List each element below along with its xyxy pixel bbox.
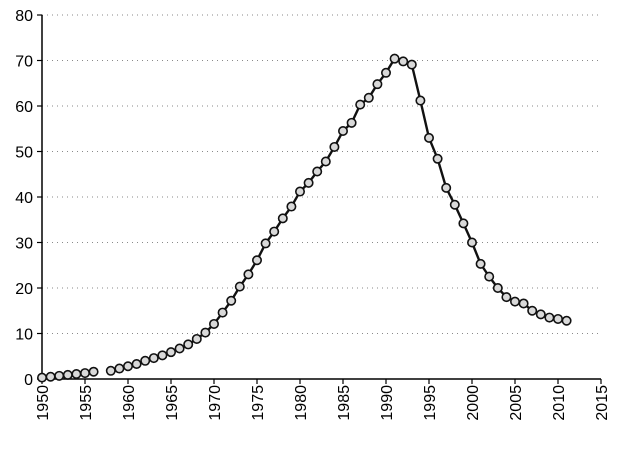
data-point-1975 — [252, 255, 263, 266]
data-point-1952 — [54, 370, 65, 381]
x-tick-label: 2010 — [551, 385, 568, 421]
data-point-2005 — [509, 296, 520, 307]
data-point-1985 — [337, 126, 348, 137]
data-point-2002 — [484, 271, 495, 282]
data-point-2009 — [544, 312, 555, 323]
y-tick-label: 0 — [24, 372, 33, 389]
data-point-1987 — [355, 99, 366, 110]
x-tick-label: 1955 — [78, 385, 95, 421]
y-tick-label: 80 — [15, 8, 33, 25]
data-point-1962 — [140, 355, 151, 366]
data-point-1950 — [36, 372, 47, 383]
data-point-2011 — [561, 315, 572, 326]
data-point-1963 — [148, 353, 159, 364]
data-point-1953 — [62, 369, 73, 380]
x-tick-label: 1970 — [207, 385, 224, 421]
y-tick-label: 50 — [15, 145, 33, 162]
data-point-1955 — [80, 368, 91, 379]
x-tick-label: 1950 — [35, 385, 52, 421]
data-point-1976 — [260, 238, 271, 249]
data-point-2004 — [501, 292, 512, 303]
data-point-1971 — [217, 307, 228, 318]
data-point-1981 — [303, 177, 314, 188]
data-point-1996 — [432, 153, 443, 164]
y-tick-label: 10 — [15, 327, 33, 344]
data-point-1964 — [157, 350, 168, 361]
y-tick-label: 60 — [15, 99, 33, 116]
data-point-1967 — [183, 339, 194, 350]
data-point-1982 — [312, 166, 323, 177]
data-point-1989 — [372, 79, 383, 90]
x-tick-label: 1965 — [164, 385, 181, 421]
x-tick-label: 2015 — [594, 385, 611, 421]
data-point-1979 — [286, 201, 297, 212]
data-point-2001 — [475, 258, 486, 269]
data-point-1959 — [114, 363, 125, 374]
data-point-1965 — [166, 347, 177, 358]
data-point-1993 — [406, 59, 417, 70]
data-point-1999 — [458, 218, 469, 229]
data-point-1991 — [389, 53, 400, 64]
data-point-1998 — [449, 199, 460, 210]
y-tick-label: 40 — [15, 190, 33, 207]
data-point-1994 — [415, 95, 426, 106]
axes — [37, 14, 602, 384]
x-tick-label: 1975 — [250, 385, 267, 421]
data-point-1972 — [226, 295, 237, 306]
data-point-2003 — [492, 282, 503, 293]
gridlines — [42, 14, 601, 334]
data-point-1977 — [269, 226, 280, 237]
data-point-1983 — [320, 156, 331, 167]
series-line-segment — [110, 57, 567, 372]
x-tick-label: 1985 — [336, 385, 353, 421]
y-tick-label: 20 — [15, 281, 33, 298]
data-point-1960 — [123, 361, 134, 372]
data-point-1951 — [45, 371, 56, 382]
data-point-1974 — [243, 269, 254, 280]
data-point-1990 — [380, 67, 391, 78]
data-point-1978 — [277, 213, 288, 224]
data-point-1980 — [294, 186, 305, 197]
series-layer — [36, 53, 572, 383]
data-point-1966 — [174, 343, 185, 354]
data-point-2010 — [552, 313, 563, 324]
data-point-2008 — [535, 309, 546, 320]
data-point-1973 — [234, 281, 245, 292]
tick-labels: 0 10 20 30 40 50 60 70 80 1950 1955 1960 1965 1970 197… — [15, 8, 611, 421]
x-tick-label: 1980 — [293, 385, 310, 421]
data-point-2006 — [518, 298, 529, 309]
data-point-1986 — [346, 117, 357, 128]
data-point-1970 — [209, 318, 220, 329]
data-point-2000 — [466, 237, 477, 248]
data-point-1969 — [200, 327, 211, 338]
data-point-1956 — [88, 366, 99, 377]
x-tick-label: 1990 — [379, 385, 396, 421]
data-point-1992 — [398, 56, 409, 67]
y-tick-label: 30 — [15, 236, 33, 253]
data-point-1961 — [131, 358, 142, 369]
data-point-1988 — [363, 92, 374, 103]
x-tick-label: 1960 — [121, 385, 138, 421]
data-point-1954 — [71, 368, 82, 379]
data-point-1984 — [329, 141, 340, 152]
data-point-1958 — [105, 365, 116, 376]
x-tick-label: 2000 — [465, 385, 482, 421]
data-point-1968 — [191, 333, 202, 344]
data-point-2007 — [527, 305, 538, 316]
data-point-1997 — [441, 182, 452, 193]
x-tick-label: 1995 — [422, 385, 439, 421]
data-point-1995 — [423, 132, 434, 143]
y-tick-label: 70 — [15, 54, 33, 71]
x-tick-label: 2005 — [508, 385, 525, 421]
